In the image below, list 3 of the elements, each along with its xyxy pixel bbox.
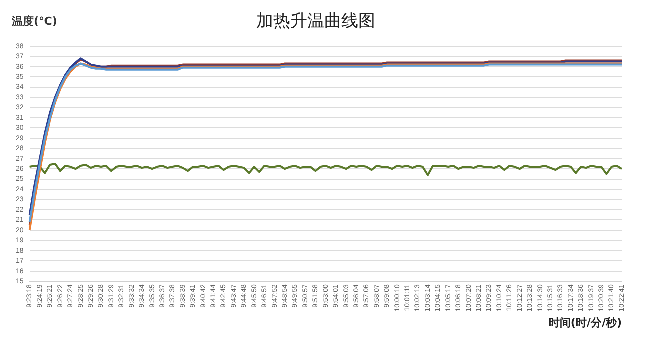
chart-title: 加热升温曲线图 [256, 12, 376, 32]
y-axis-title: 温度(℃) [12, 14, 58, 29]
x-axis-title: 时间(时/分/秒) [548, 316, 622, 330]
